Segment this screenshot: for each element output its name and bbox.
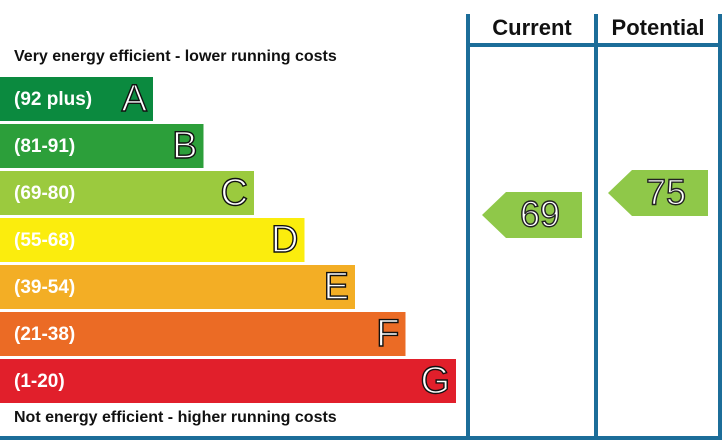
band-bar [0, 124, 204, 168]
column-header: Current [492, 15, 572, 40]
band-letter: B [172, 125, 197, 167]
band-letter: D [271, 219, 298, 261]
band-letter: E [324, 266, 349, 308]
band-range: (21-38) [14, 324, 75, 345]
band-letter: A [122, 78, 148, 120]
band-letter: C [221, 172, 248, 214]
column-header: Potential [612, 15, 705, 40]
band-bar [0, 265, 355, 309]
band-bar [0, 77, 153, 121]
band-range: (55-68) [14, 230, 75, 251]
band-range: (81-91) [14, 136, 75, 157]
rating-value: 75 [646, 172, 686, 213]
band-bar [0, 312, 406, 356]
band-bar [0, 171, 254, 215]
band-letter: F [376, 313, 399, 355]
band-range: (69-80) [14, 183, 75, 204]
band-range: (92 plus) [14, 89, 92, 110]
top-note: Very energy efficient - lower running co… [14, 48, 337, 65]
band-letter: G [420, 360, 450, 402]
bottom-note: Not energy efficient - higher running co… [14, 409, 337, 426]
band-bar [0, 218, 305, 262]
rating-arrow [608, 170, 708, 216]
band-range: (39-54) [14, 277, 75, 298]
band-bar [0, 359, 456, 403]
rating-value: 69 [520, 194, 560, 235]
rating-arrow [482, 192, 582, 238]
band-range: (1-20) [14, 371, 65, 392]
